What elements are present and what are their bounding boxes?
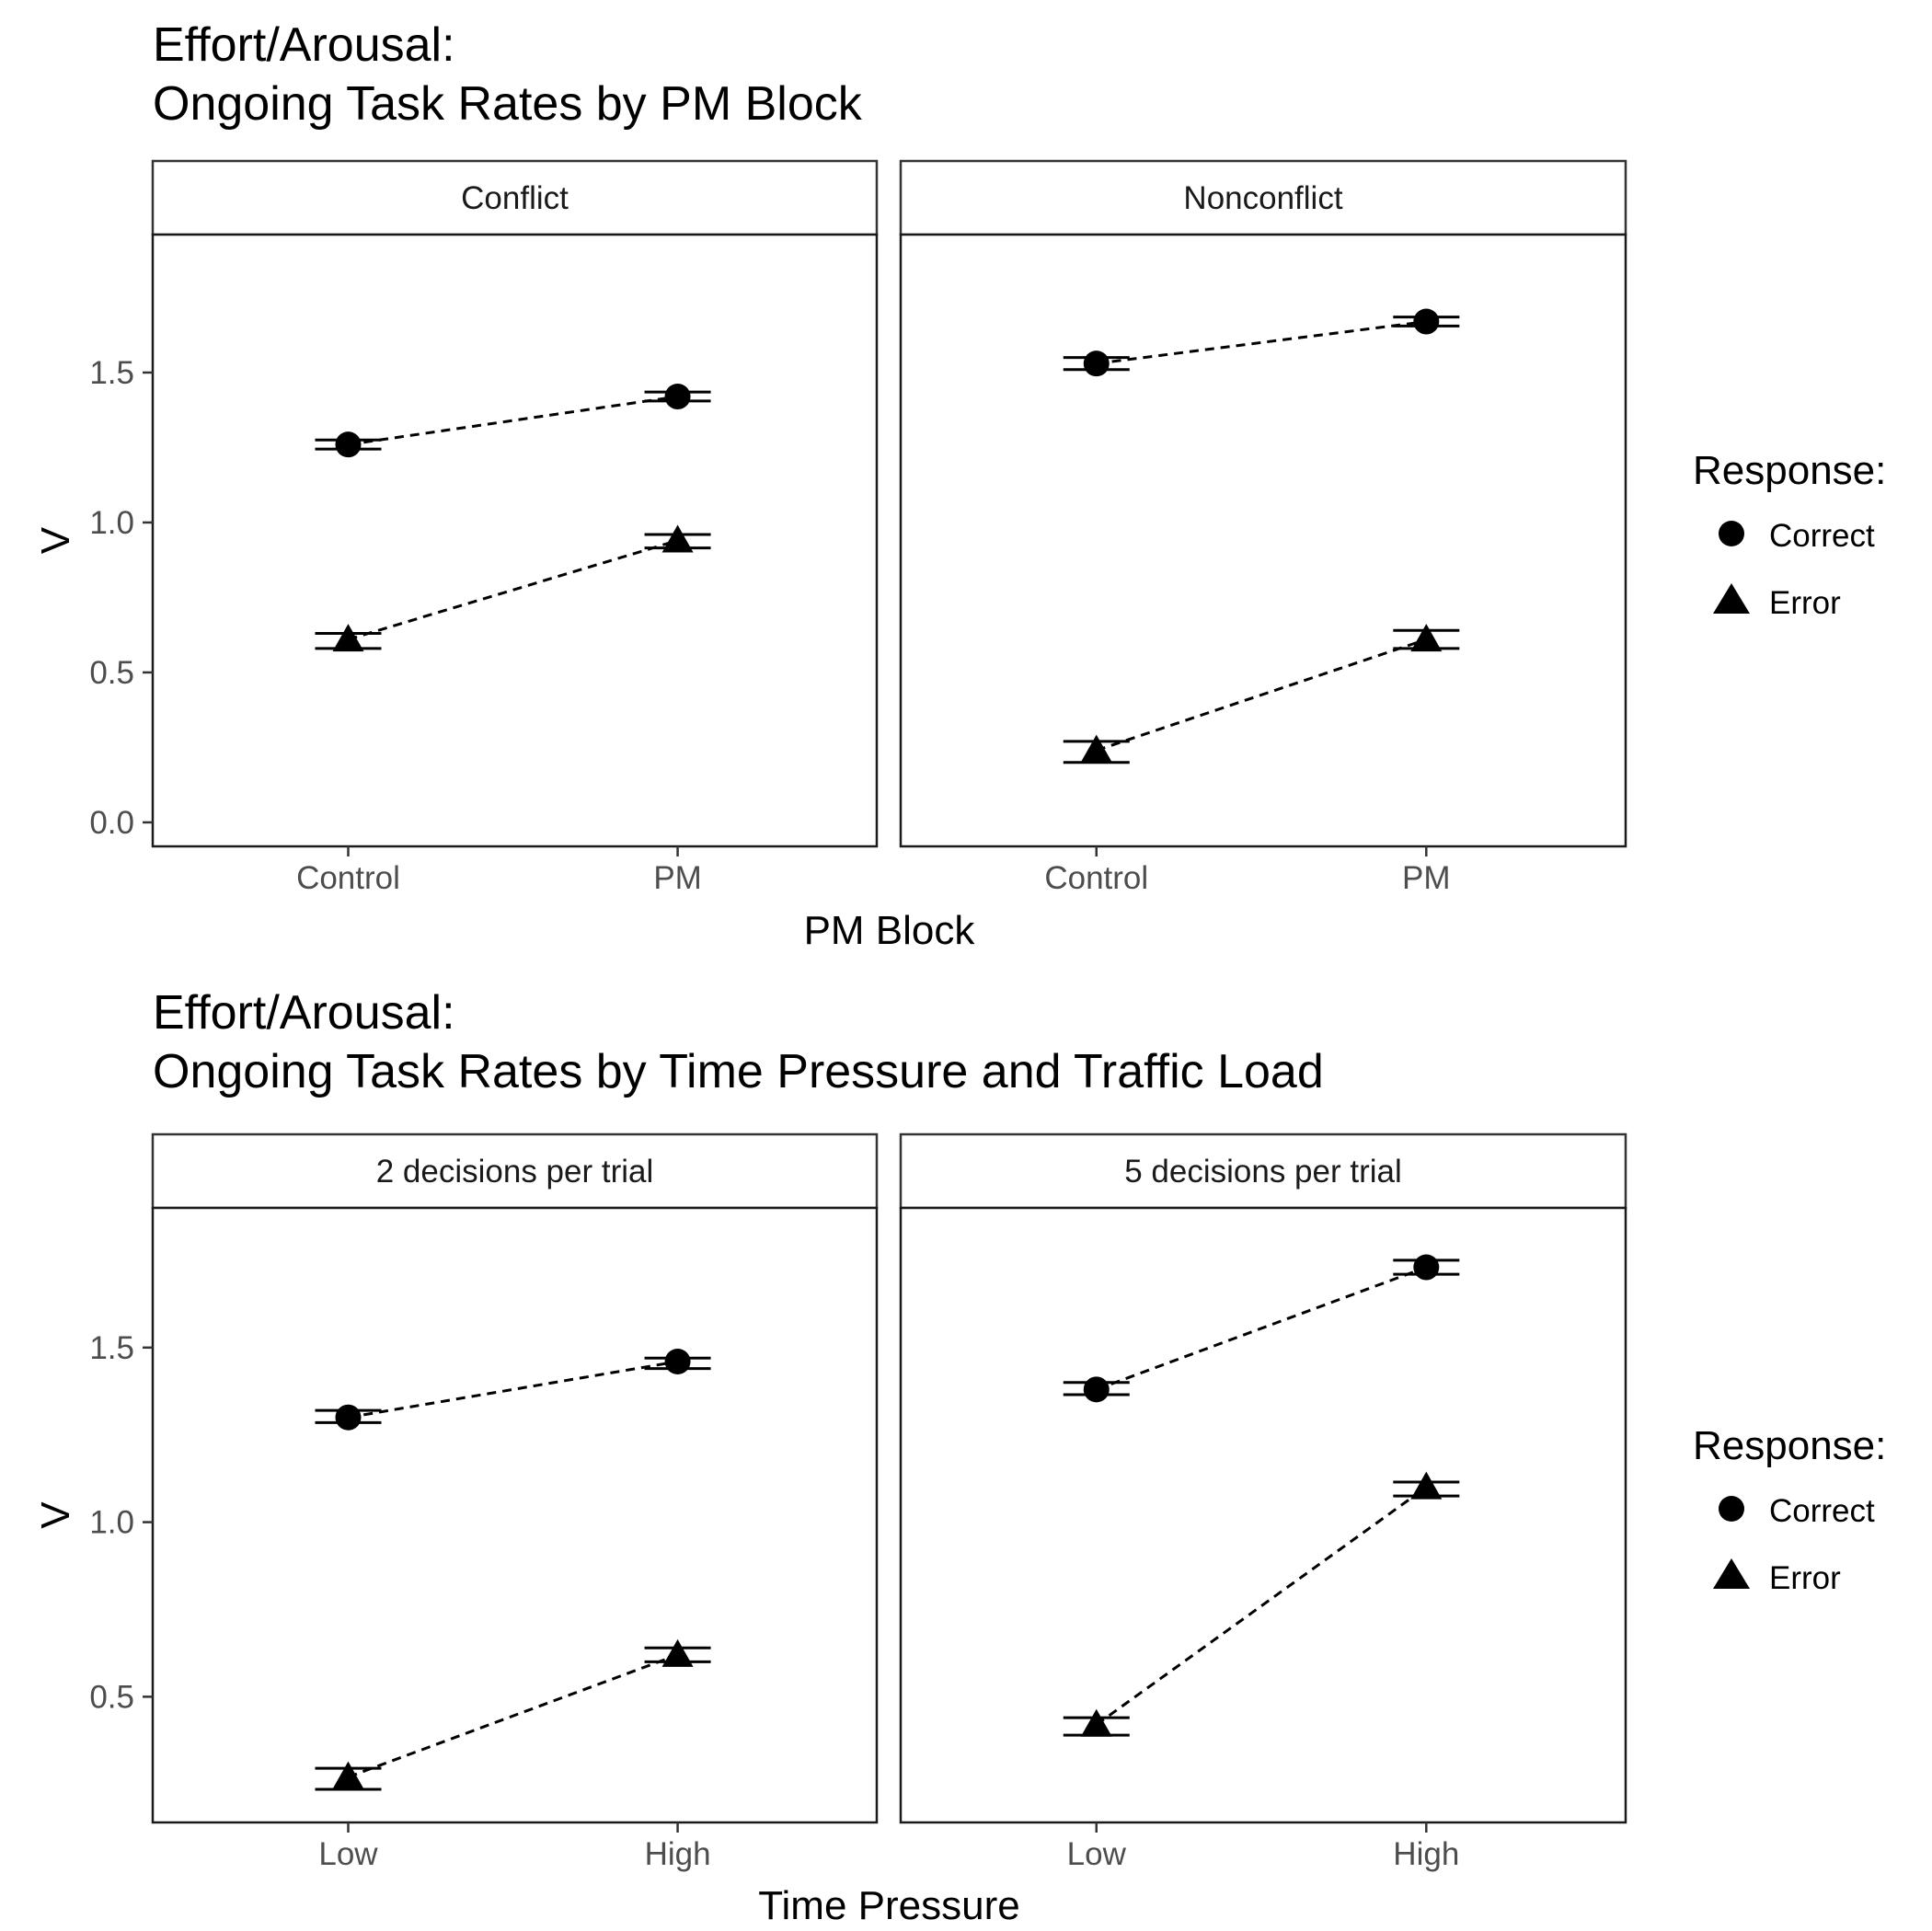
data-point-correct	[1413, 1254, 1440, 1281]
chart-title: Effort/Arousal:	[153, 986, 455, 1040]
panel-strip-label: 5 decisions per trial	[1124, 1154, 1402, 1190]
legend-label: Correct	[1769, 518, 1875, 554]
series-line	[1096, 1266, 1427, 1391]
data-point-error	[661, 1638, 694, 1667]
legend: Response: Correct Error	[1693, 1423, 1886, 1596]
x-tick-label: PM	[653, 860, 702, 896]
y-tick-label: 0.0	[89, 805, 134, 841]
panel-strip-label: 2 decisions per trial	[376, 1154, 654, 1190]
data-point-error	[332, 624, 364, 652]
data-point-correct	[1413, 308, 1440, 335]
x-tick-label: High	[1393, 1836, 1459, 1872]
chart-subtitle: Ongoing Task Rates by PM Block	[153, 77, 863, 131]
panel-2: Nonconflict Control PM	[899, 159, 1627, 896]
panel-strip-label: Conflict	[461, 180, 569, 216]
legend-label: Error	[1769, 1560, 1841, 1596]
y-tick-label: 1.0	[89, 1505, 134, 1541]
legend-label: Error	[1769, 585, 1841, 621]
series-line	[1096, 638, 1427, 753]
series-correct	[315, 1349, 711, 1431]
data-point-error	[661, 524, 694, 553]
panel-frame	[151, 1206, 879, 1824]
panel-2: 5 decisions per trial Low High	[899, 1132, 1627, 1872]
panel-frame	[151, 233, 879, 848]
series-error	[315, 524, 711, 652]
panel-frame	[899, 1206, 1627, 1824]
data-point-correct	[335, 1404, 362, 1431]
chart-title: Effort/Arousal:	[153, 18, 455, 72]
data-point-correct	[664, 384, 691, 410]
legend-key-error	[1713, 583, 1750, 614]
data-point-error	[1410, 1471, 1443, 1500]
legend-key-correct	[1719, 521, 1744, 546]
x-tick-label: Low	[318, 1836, 378, 1872]
series-error	[315, 1638, 711, 1791]
data-point-correct	[664, 1349, 691, 1374]
x-axis-title: PM Block	[804, 908, 976, 953]
series-line	[348, 395, 678, 446]
y-tick-label: 0.5	[89, 655, 134, 691]
series-line	[1095, 1486, 1428, 1726]
chart-1: Effort/Arousal:Ongoing Task Rates by PM …	[33, 18, 1886, 953]
data-point-error	[332, 1761, 364, 1789]
x-tick-label: High	[645, 1836, 711, 1872]
legend-key-error	[1713, 1558, 1750, 1589]
panel-frame	[899, 233, 1627, 848]
x-tick-label: PM	[1402, 860, 1451, 896]
x-tick-label: Low	[1067, 1836, 1127, 1872]
y-tick-label: 1.5	[89, 355, 134, 391]
legend-title: Response:	[1693, 1423, 1886, 1468]
series-correct	[1063, 1254, 1460, 1403]
chart-subtitle: Ongoing Task Rates by Time Pressure and …	[153, 1045, 1324, 1098]
x-axis-title: Time Pressure	[758, 1883, 1019, 1928]
y-axis-title: V	[33, 526, 78, 554]
legend-label: Correct	[1769, 1493, 1875, 1529]
series-line	[348, 539, 679, 641]
panel-1: Conflict Control PM	[151, 159, 879, 896]
x-tick-label: Control	[296, 860, 400, 896]
series-error	[1063, 624, 1460, 764]
series-error	[1063, 1471, 1460, 1737]
series-line	[1096, 320, 1427, 365]
panel-strip	[151, 159, 879, 236]
data-point-correct	[1083, 1376, 1110, 1403]
panel-strip	[899, 159, 1627, 236]
y-axis-title: V	[33, 1501, 78, 1529]
y-tick-label: 0.5	[89, 1679, 134, 1715]
data-point-error	[1080, 1708, 1112, 1737]
y-tick-label: 1.5	[89, 1330, 134, 1366]
data-point-correct	[1083, 351, 1110, 377]
panel-strip	[899, 1132, 1627, 1210]
panel-1: 2 decisions per trial Low High	[151, 1132, 879, 1872]
series-line	[348, 1360, 678, 1420]
y-tick-label: 1.0	[89, 505, 134, 541]
panel-strip-label: Nonconflict	[1183, 180, 1342, 216]
legend-key-correct	[1719, 1496, 1744, 1522]
legend: Response: Correct Error	[1693, 448, 1886, 621]
series-correct	[1063, 308, 1460, 377]
series-correct	[315, 384, 711, 458]
panel-strip	[151, 1132, 879, 1210]
chart-2: Effort/Arousal:Ongoing Task Rates by Tim…	[33, 986, 1886, 1928]
legend-title: Response:	[1693, 448, 1886, 493]
series-line	[347, 1653, 679, 1779]
data-point-correct	[335, 431, 362, 458]
data-point-error	[1080, 734, 1112, 763]
x-tick-label: Control	[1044, 860, 1148, 896]
data-point-error	[1410, 624, 1443, 652]
